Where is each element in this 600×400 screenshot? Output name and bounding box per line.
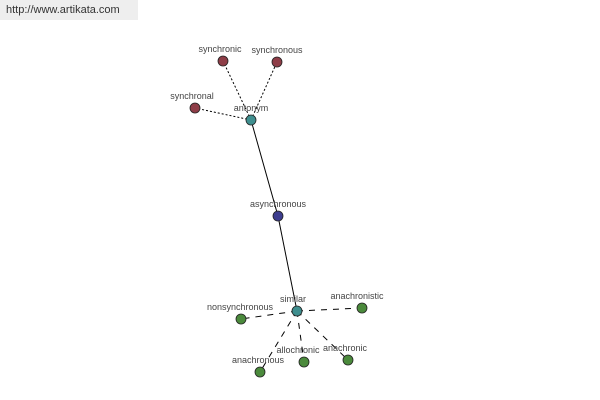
node-label: similar [280, 294, 306, 304]
node-synchronic[interactable]: synchronic [198, 44, 242, 67]
node-allochronic[interactable]: allochronic [276, 345, 320, 368]
node-label: anachronous [232, 355, 285, 365]
node-circle[interactable] [245, 114, 257, 126]
node-circle[interactable] [298, 356, 310, 368]
edge-antonym-synchronous [250, 61, 278, 121]
node-circle[interactable] [291, 305, 303, 317]
edge-antonym-synchronal [194, 107, 252, 121]
node-circle[interactable] [189, 102, 201, 114]
node-synchronal[interactable]: synchronal [170, 91, 214, 114]
node-circle[interactable] [235, 313, 247, 325]
node-similar[interactable]: similar [280, 294, 306, 317]
node-label: allochronic [276, 345, 320, 355]
edge-similar-nonsynchronous [240, 310, 298, 320]
node-anachronic[interactable]: anachronic [323, 343, 368, 366]
node-circle[interactable] [254, 366, 266, 378]
node-nonsynchronous[interactable]: nonsynchronous [207, 302, 274, 325]
edge-asynchronous-antonym [250, 119, 279, 217]
node-circle[interactable] [271, 56, 283, 68]
node-anachronistic[interactable]: anachronistic [330, 291, 384, 314]
node-circle[interactable] [356, 302, 368, 314]
node-circle[interactable] [342, 354, 354, 366]
node-label: antonym [234, 103, 269, 113]
nodes: asynchronous antonym similar synchronic sync… [170, 44, 384, 378]
node-circle[interactable] [272, 210, 284, 222]
node-label: anachronic [323, 343, 368, 353]
node-antonym[interactable]: antonym [234, 103, 269, 126]
node-circle[interactable] [217, 55, 229, 67]
watermark-url[interactable]: http://www.artikata.com [0, 0, 138, 20]
node-label: synchronic [198, 44, 242, 54]
edge-antonym-synchronic [222, 60, 252, 121]
node-label: asynchronous [250, 199, 307, 209]
node-label: nonsynchronous [207, 302, 274, 312]
node-label: synchronal [170, 91, 214, 101]
node-label: anachronistic [330, 291, 384, 301]
node-asynchronous[interactable]: asynchronous [250, 199, 307, 222]
edge-asynchronous-similar [277, 215, 298, 312]
edge-similar-allochronic [296, 310, 305, 363]
edges [194, 60, 363, 373]
node-anachronous[interactable]: anachronous [232, 355, 285, 378]
edge-similar-anachronistic [296, 307, 363, 312]
node-synchronous[interactable]: synchronous [251, 45, 303, 68]
node-label: synchronous [251, 45, 303, 55]
